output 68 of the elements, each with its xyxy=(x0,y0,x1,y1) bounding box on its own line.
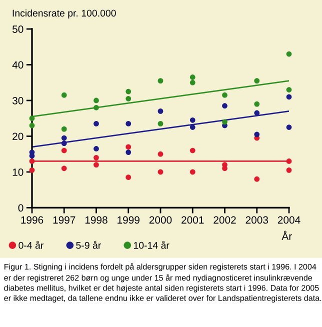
point xyxy=(126,150,132,155)
point xyxy=(94,104,99,110)
point xyxy=(29,116,35,122)
point xyxy=(126,174,132,180)
point xyxy=(254,132,260,138)
text: Figur 1. Stigning i incidens fordelt på aldersgrupper siden registerets start i 1996. I 2004 er der registreret 262 børn og unge under 15 år med nydiagnosticeret insulinkrævende diabetes mellitus, hvilket er det højeste antal siden registerets start i 1996. Data for 2005 er ikke medtaget, da tallene endnu ikke er valideret over for Landspatientregisterets data. xyxy=(4,263,322,303)
point xyxy=(190,124,196,130)
point xyxy=(158,121,164,126)
x-tick-label: 1998 xyxy=(85,216,108,224)
x-tick-label: 2004 xyxy=(278,216,300,224)
point xyxy=(222,92,228,98)
point xyxy=(61,92,67,98)
y-tick-label: 50 xyxy=(12,26,24,33)
point xyxy=(61,135,67,141)
point xyxy=(286,167,292,173)
y-tick-label: 10 xyxy=(12,168,24,176)
point xyxy=(126,144,132,150)
point xyxy=(286,51,292,57)
point xyxy=(94,162,99,168)
point xyxy=(94,121,99,126)
point xyxy=(190,80,196,86)
point xyxy=(158,169,164,175)
point xyxy=(158,108,164,114)
point xyxy=(126,121,132,126)
point xyxy=(94,146,99,152)
point xyxy=(286,87,292,92)
legend-label: 0-4 år xyxy=(18,240,44,249)
point xyxy=(61,126,67,132)
point xyxy=(286,94,292,100)
y-axis-title: Incidensrate pr. 100.000 xyxy=(12,9,116,19)
point xyxy=(222,103,228,109)
point xyxy=(254,78,260,84)
point xyxy=(126,96,132,102)
point xyxy=(190,169,196,175)
point xyxy=(61,166,67,172)
point xyxy=(29,167,35,173)
point xyxy=(190,148,196,154)
point xyxy=(254,176,260,182)
point xyxy=(286,158,292,164)
point xyxy=(286,124,292,130)
point xyxy=(158,78,164,84)
x-tick-label: 2001 xyxy=(182,216,204,224)
legend-label: 10-14 år xyxy=(134,240,170,249)
x-tick-label: 1999 xyxy=(118,216,140,224)
point xyxy=(29,122,35,128)
x-tick-label: 2003 xyxy=(246,216,268,224)
point xyxy=(190,74,196,80)
point xyxy=(158,151,164,157)
point xyxy=(126,88,132,94)
y-tick-label: 30 xyxy=(12,96,24,104)
x-tick-label: 2000 xyxy=(149,216,172,224)
y-tick-label: 40 xyxy=(12,61,24,69)
x-tick-label: 2002 xyxy=(214,216,236,224)
point xyxy=(94,98,99,104)
point xyxy=(94,154,99,160)
y-tick-label: 20 xyxy=(12,132,24,140)
point xyxy=(61,140,67,146)
point xyxy=(222,119,228,125)
y-tick-label: 0 xyxy=(18,204,24,212)
legend-label: 5-9 år xyxy=(76,240,101,249)
point xyxy=(61,148,67,154)
point xyxy=(190,117,196,123)
point xyxy=(254,101,260,107)
x-tick-label: 1997 xyxy=(53,216,76,224)
x-axis-title: År xyxy=(282,230,292,240)
point xyxy=(29,158,35,164)
point xyxy=(254,110,260,116)
x-tick-label: 1996 xyxy=(21,216,44,224)
